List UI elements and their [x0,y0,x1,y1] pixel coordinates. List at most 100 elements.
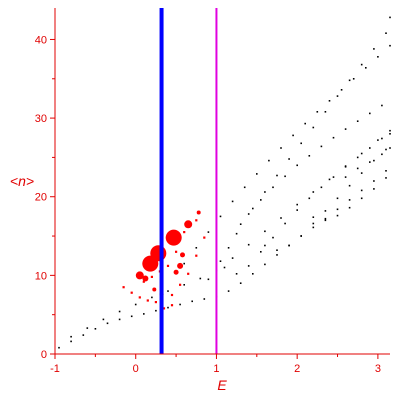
x-tick-label-4: 3 [375,363,381,375]
data-point-s1-14 [296,203,298,206]
highlight-point-9 [196,210,201,215]
data-point-s3-8 [336,95,339,97]
data-point-s9-1 [130,291,133,294]
data-point-s0-5 [118,318,121,321]
data-point-s8-4 [247,213,250,215]
data-point-s9-4 [154,301,157,304]
highlight-point-5 [142,275,149,282]
data-point-s4-14 [389,133,391,135]
y-tick-label-4: 40 [35,34,47,46]
data-point-s6-1 [324,219,327,222]
data-point-s2-13 [340,89,343,91]
data-point-s2-3 [219,215,222,218]
highlight-point-8 [180,252,185,258]
data-point-s9-10 [195,219,198,222]
data-point-s9-2 [138,296,141,299]
data-point-s0-22 [324,217,327,220]
data-point-s8-10 [320,145,323,148]
data-point-s0-24 [348,199,351,201]
data-point-s8-6 [272,186,274,189]
data-point-s2-15 [365,67,367,69]
data-point-s1-1 [86,327,89,329]
data-point-s3-10 [360,63,363,66]
data-point-s7-2 [369,161,371,163]
data-point-s8-11 [332,136,335,139]
data-point-s8-12 [344,128,347,130]
data-point-s0-25 [360,189,363,192]
data-point-s0-1 [70,340,72,343]
data-point-s9-17 [170,304,174,307]
data-point-s6-4 [360,197,363,200]
data-point-s3-3 [276,174,278,177]
data-point-s4-4 [272,236,274,239]
data-point-s0-0 [58,346,60,349]
data-point-s1-18 [360,152,363,155]
data-point-s4-5 [284,222,286,225]
y-tick-label-1: 10 [35,270,47,282]
data-point-s9-12 [175,250,178,253]
data-point-s8-9 [308,155,311,157]
data-point-s1-16 [328,178,331,181]
data-point-s5-5 [324,210,327,212]
data-point-s2-9 [292,134,294,137]
data-point-s2-5 [243,186,246,189]
data-point-s0-26 [373,180,375,182]
data-point-s9-0 [122,286,125,289]
data-point-s7-3 [381,153,383,156]
data-point-s4-0 [223,266,226,269]
data-point-s8-14 [369,112,371,115]
data-point-s5-2 [288,244,290,247]
data-point-s2-2 [207,231,210,233]
data-point-s3-6 [312,126,315,129]
data-point-s4-11 [356,156,359,159]
data-point-s0-16 [252,273,254,275]
data-point-s9-6 [179,283,182,286]
data-point-s0-2 [82,334,85,336]
data-point-s3-2 [264,191,266,193]
data-point-s1-10 [231,257,234,259]
data-point-s1-13 [280,217,282,219]
data-point-s2-14 [352,78,355,80]
data-point-s1-12 [264,230,266,233]
data-point-s2-1 [195,247,198,249]
data-point-s3-12 [385,32,387,34]
data-point-s1-0 [70,335,72,338]
vertical-line-layer [159,8,218,354]
data-point-s1-3 [118,310,121,313]
data-point-s3-4 [288,158,290,160]
data-point-s6-0 [312,216,315,218]
data-point-s4-13 [381,137,383,140]
data-point-s9-8 [195,254,198,257]
data-point-s2-8 [280,147,282,149]
data-point-s8-13 [356,120,359,122]
data-point-s0-21 [312,226,315,229]
data-point-s3-1 [252,207,254,210]
data-point-s2-17 [389,44,391,47]
data-point-s5-1 [276,249,278,251]
data-point-s8-1 [219,260,222,262]
data-point-s8-8 [296,164,298,167]
data-point-s8-0 [207,278,210,281]
x-tick-label-0: -1 [50,363,60,375]
highlight-point-10 [152,287,157,292]
data-point-s9-3 [146,299,149,302]
data-point-s4-6 [296,209,298,211]
data-point-s0-14 [227,290,230,292]
data-point-s2-16 [377,56,379,58]
data-point-s5-7 [348,184,351,187]
data-point-s8-7 [284,175,286,178]
data-point-s1-20 [389,129,391,132]
x-tick-label-3: 2 [294,363,300,375]
data-point-s4-2 [247,265,250,267]
y-tick-label-0: 0 [41,349,47,361]
data-point-s1-15 [312,191,315,193]
data-point-s9-7 [187,272,190,275]
data-point-s1-5 [151,296,153,299]
data-point-s4-7 [308,197,311,200]
highlight-point-4 [135,271,144,280]
data-point-s3-9 [348,79,351,82]
data-point-s1-6 [167,290,169,292]
data-point-s4-9 [332,176,335,178]
data-point-s1-11 [247,243,250,246]
